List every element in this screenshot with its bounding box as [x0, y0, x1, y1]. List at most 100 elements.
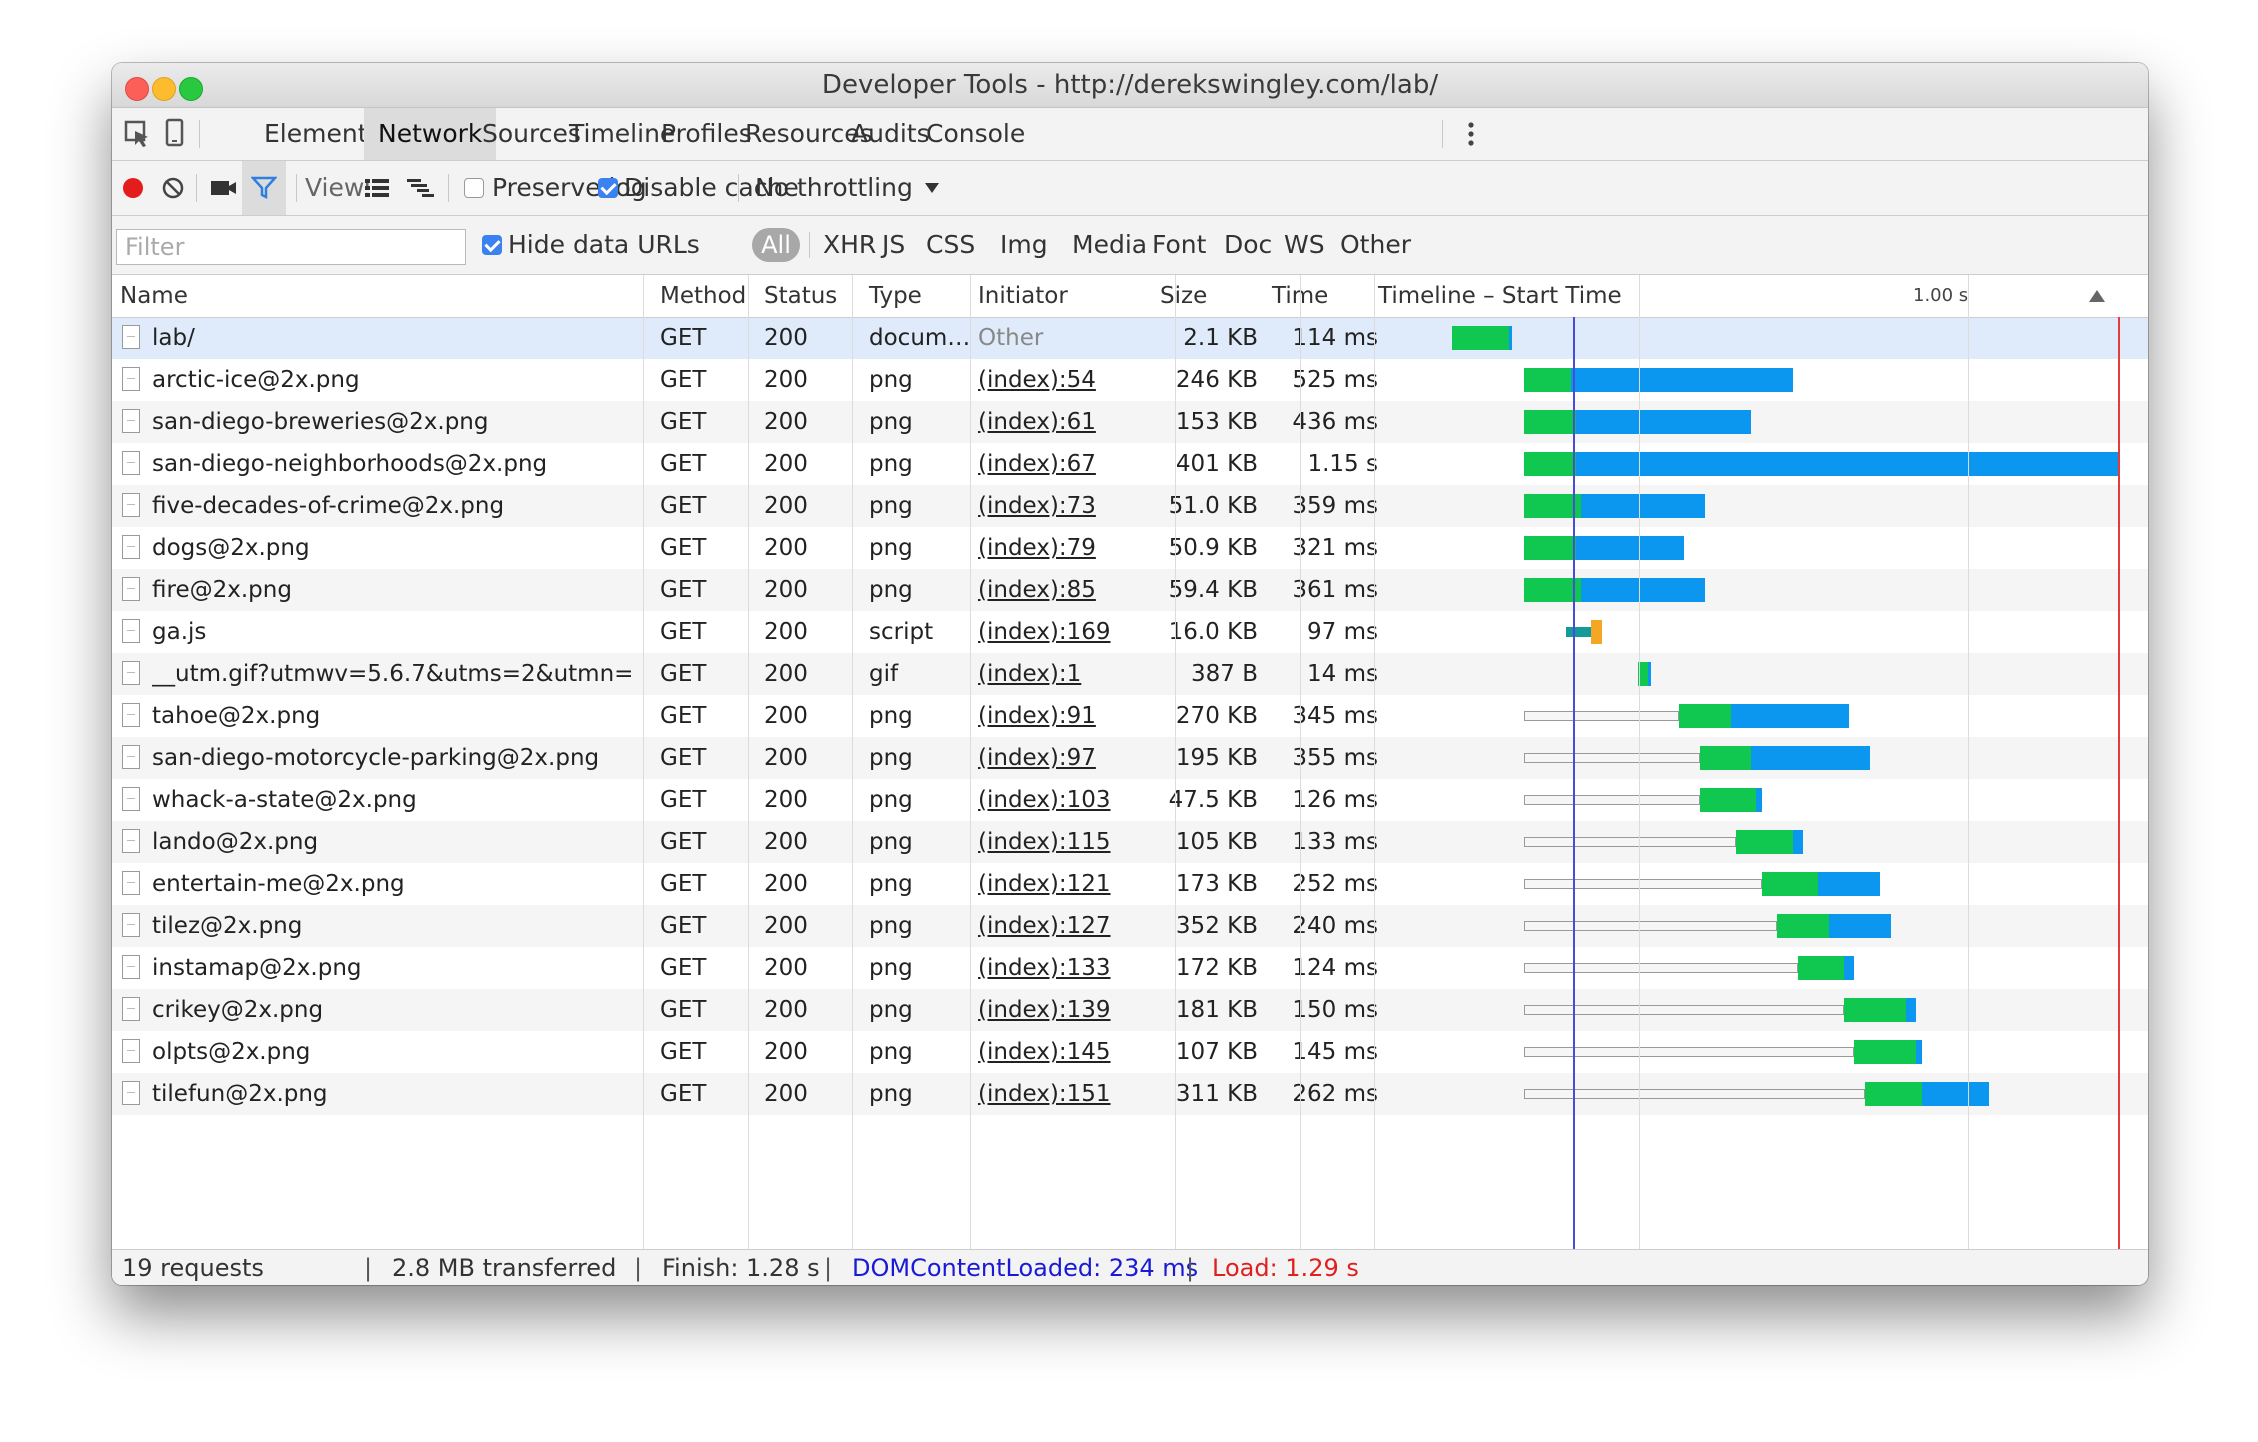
table-row[interactable]: fire@2x.png GET 200 png (index):85 59.4 KB 361… — [112, 569, 2148, 611]
tab-profiles[interactable]: Profiles — [661, 119, 752, 148]
request-name[interactable]: __utm.gif?utmwv=5.6.7&utms=2&utmn=… — [152, 661, 636, 687]
request-initiator[interactable]: (index):73 — [978, 493, 1096, 519]
request-name[interactable]: san-diego-breweries@2x.png — [152, 409, 489, 435]
tab-timeline[interactable]: Timeline — [569, 119, 676, 148]
request-initiator[interactable]: (index):97 — [978, 745, 1096, 771]
filter-toggle-button[interactable] — [242, 161, 286, 215]
request-name[interactable]: tahoe@2x.png — [152, 703, 321, 729]
clear-icon[interactable] — [160, 174, 188, 202]
device-mode-icon[interactable] — [164, 118, 186, 148]
request-name[interactable]: san-diego-motorcycle-parking@2x.png — [152, 745, 600, 771]
request-initiator[interactable]: (index):61 — [978, 409, 1096, 435]
filter-type-doc[interactable]: Doc — [1224, 230, 1273, 259]
filter-type-xhr[interactable]: XHR — [823, 230, 877, 259]
filter-type-media[interactable]: Media — [1072, 230, 1148, 259]
tab-console[interactable]: Console — [926, 119, 1026, 148]
request-name[interactable]: whack-a-state@2x.png — [152, 787, 417, 813]
hide-data-urls-checkbox[interactable] — [482, 235, 502, 255]
table-row[interactable]: five-decades-of-crime@2x.png GET 200 png (in… — [112, 485, 2148, 527]
filter-type-other[interactable]: Other — [1340, 230, 1411, 259]
request-initiator[interactable]: (index):91 — [978, 703, 1096, 729]
table-row[interactable]: crikey@2x.png GET 200 png (index):139 181 KB 1… — [112, 989, 2148, 1031]
filter-type-img[interactable]: Img — [1000, 230, 1048, 259]
request-initiator[interactable]: (index):103 — [978, 787, 1111, 813]
request-name[interactable]: entertain-me@2x.png — [152, 871, 405, 897]
request-initiator[interactable]: (index):85 — [978, 577, 1096, 603]
filter-type-font[interactable]: Font — [1152, 230, 1207, 259]
close-window-button[interactable] — [125, 77, 149, 101]
record-icon[interactable] — [120, 174, 148, 202]
tab-audits[interactable]: Audits — [851, 119, 930, 148]
large-rows-icon[interactable] — [364, 177, 390, 199]
inspect-element-icon[interactable] — [124, 120, 152, 148]
column-header-initiator[interactable]: Initiator — [978, 283, 1068, 309]
request-name[interactable]: dogs@2x.png — [152, 535, 310, 561]
table-row[interactable]: olpts@2x.png GET 200 png (index):145 107 KB 14… — [112, 1031, 2148, 1073]
table-row[interactable]: entertain-me@2x.png GET 200 png (index):121 1… — [112, 863, 2148, 905]
tab-resources[interactable]: Resources — [745, 119, 873, 148]
request-name[interactable]: arctic-ice@2x.png — [152, 367, 360, 393]
table-row[interactable]: whack-a-state@2x.png GET 200 png (index):103… — [112, 779, 2148, 821]
request-initiator[interactable]: (index):1 — [978, 661, 1082, 687]
disable-cache-checkbox[interactable] — [598, 178, 618, 198]
table-row[interactable]: lando@2x.png GET 200 png (index):115 105 KB 13… — [112, 821, 2148, 863]
request-name[interactable]: fire@2x.png — [152, 577, 292, 603]
more-options-icon[interactable] — [1466, 120, 1476, 150]
request-initiator[interactable]: (index):121 — [978, 871, 1111, 897]
column-header-method[interactable]: Method — [660, 283, 747, 309]
request-initiator[interactable]: (index):127 — [978, 913, 1111, 939]
filter-type-all[interactable]: All — [752, 228, 800, 262]
chevron-down-icon[interactable] — [924, 181, 940, 195]
request-name[interactable]: san-diego-neighborhoods@2x.png — [152, 451, 548, 477]
request-initiator[interactable]: (index):145 — [978, 1039, 1111, 1065]
zoom-window-button[interactable] — [179, 77, 203, 101]
request-initiator[interactable]: (index):115 — [978, 829, 1111, 855]
request-name[interactable]: tilez@2x.png — [152, 913, 303, 939]
table-row[interactable]: tilez@2x.png GET 200 png (index):127 352 KB 24… — [112, 905, 2148, 947]
request-initiator[interactable]: (index):67 — [978, 451, 1096, 477]
minimize-window-button[interactable] — [152, 77, 176, 101]
request-name[interactable]: lando@2x.png — [152, 829, 319, 855]
table-row[interactable]: lab/GET 200 docum… Other 2.1 KB 114 ms — [112, 317, 2148, 359]
column-header-name[interactable]: Name — [120, 283, 188, 309]
tab-sources[interactable]: Sources — [482, 119, 581, 148]
table-row[interactable]: ga.js GET 200 script (index):169 16.0 KB 97 ms — [112, 611, 2148, 653]
request-name[interactable]: ga.js — [152, 619, 207, 645]
sort-ascending-icon[interactable] — [2088, 289, 2106, 303]
request-initiator[interactable]: (index):139 — [978, 997, 1111, 1023]
column-header-timeline[interactable]: Timeline – Start Time — [1378, 283, 1622, 309]
request-name[interactable]: five-decades-of-crime@2x.png — [152, 493, 505, 519]
table-row[interactable]: tahoe@2x.png GET 200 png (index):91 270 KB 345… — [112, 695, 2148, 737]
column-header-type[interactable]: Type — [869, 283, 922, 309]
request-name[interactable]: crikey@2x.png — [152, 997, 324, 1023]
tab-elements[interactable]: Elements — [264, 119, 381, 148]
request-name[interactable]: olpts@2x.png — [152, 1039, 311, 1065]
request-initiator[interactable]: (index):79 — [978, 535, 1096, 561]
tab-network[interactable]: Network — [364, 108, 497, 160]
table-row[interactable]: instamap@2x.png GET 200 png (index):133 172 K… — [112, 947, 2148, 989]
table-row[interactable]: san-diego-motorcycle-parking@2x.png GET 20… — [112, 737, 2148, 779]
request-name[interactable]: instamap@2x.png — [152, 955, 362, 981]
capture-screenshots-icon[interactable] — [209, 176, 239, 200]
column-header-size[interactable]: Size — [1160, 283, 1208, 309]
request-name[interactable]: tilefun@2x.png — [152, 1081, 328, 1107]
table-row[interactable]: san-diego-neighborhoods@2x.png GET 200 png (… — [112, 443, 2148, 485]
filter-type-ws[interactable]: WS — [1284, 230, 1325, 259]
filter-type-js[interactable]: JS — [882, 230, 906, 259]
table-row[interactable]: dogs@2x.png GET 200 png (index):79 50.9 KB 321… — [112, 527, 2148, 569]
request-initiator[interactable]: (index):169 — [978, 619, 1111, 645]
request-initiator[interactable]: (index):151 — [978, 1081, 1111, 1107]
overview-icon[interactable] — [406, 177, 436, 199]
filter-input[interactable]: Filter — [116, 229, 466, 265]
table-row[interactable]: san-diego-breweries@2x.png GET 200 png (inde… — [112, 401, 2148, 443]
preserve-log-checkbox[interactable] — [464, 178, 484, 198]
filter-type-css[interactable]: CSS — [926, 230, 976, 259]
request-initiator[interactable]: (index):54 — [978, 367, 1096, 393]
table-row[interactable]: tilefun@2x.png GET 200 png (index):151 311 KB… — [112, 1073, 2148, 1115]
request-initiator[interactable]: (index):133 — [978, 955, 1111, 981]
table-row[interactable]: arctic-ice@2x.png GET 200 png (index):54 246 … — [112, 359, 2148, 401]
column-header-status[interactable]: Status — [764, 283, 838, 309]
throttling-select[interactable]: No throttling — [755, 173, 913, 202]
table-row[interactable]: __utm.gif?utmwv=5.6.7&utms=2&utmn=… GET 20… — [112, 653, 2148, 695]
request-name[interactable]: lab/ — [152, 325, 195, 351]
